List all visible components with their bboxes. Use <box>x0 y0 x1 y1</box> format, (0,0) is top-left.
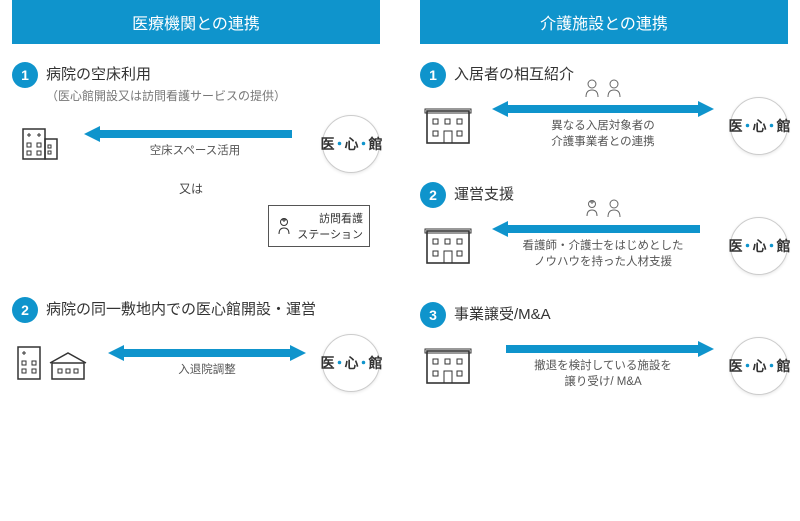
r-sec1-title: 入居者の相互紹介 <box>454 62 574 87</box>
rbadge-3: 3 <box>420 302 446 328</box>
left-header: 医療機関との連携 <box>12 0 380 44</box>
arrow-left-2 <box>108 346 306 360</box>
r-sec3-title: 事業譲受/M&A <box>454 302 551 327</box>
right-section-2: 2 運営支援 <box>420 182 788 274</box>
facility-icon-2 <box>420 218 476 274</box>
badge-2: 2 <box>12 297 38 323</box>
badge-1: 1 <box>12 62 38 88</box>
hospital-building-icon <box>12 335 92 391</box>
arrow-label-r2: 看護師・介護士をはじめとした ノウハウを持った人材支援 <box>484 238 722 270</box>
right-section-3: 3 事業譲受/M&A <box>420 302 788 394</box>
ishin-logo-r3: 医・心・館 <box>730 337 788 395</box>
facility-icon-3 <box>420 338 476 394</box>
left-section-2: 2 病院の同一敷地内での医心館開設・運営 <box>12 297 380 393</box>
left-sec2-title: 病院の同一敷地内での医心館開設・運営 <box>46 297 316 322</box>
arrow-label-r3: 撤退を検討している施設を 譲り受け/ M&A <box>484 358 722 390</box>
rbadge-2: 2 <box>420 182 446 208</box>
arrow-r3 <box>492 342 714 356</box>
arrow-label-r1: 異なる入居対象者の 介護事業者との連携 <box>484 118 722 150</box>
ishin-logo-2: 医・心・館 <box>322 334 380 392</box>
left-sec1-title: 病院の空床利用 <box>46 62 286 87</box>
arrow-r2 <box>492 222 714 236</box>
ishin-logo: 医・心・館 <box>322 115 380 173</box>
facility-icon-1 <box>420 98 476 154</box>
left-section-1: 1 病院の空床利用 （医心館開設又は訪問看護サービスの提供） <box>12 62 380 247</box>
arrow-left-1 <box>84 127 306 141</box>
station-box: 訪問看護 ステーション <box>268 205 370 247</box>
hospital-icon <box>12 116 68 172</box>
left-column: 医療機関との連携 1 病院の空床利用 （医心館開設又は訪問看護サービスの提供） <box>0 0 400 521</box>
right-header: 介護施設との連携 <box>420 0 788 44</box>
ishin-logo-r1: 医・心・館 <box>730 97 788 155</box>
arrow-r1 <box>492 102 714 116</box>
people-icons-2 <box>583 198 623 218</box>
right-column: 介護施設との連携 1 入居者の相互紹介 <box>400 0 800 521</box>
right-section-1: 1 入居者の相互紹介 <box>420 62 788 154</box>
r-sec2-title: 運営支援 <box>454 182 514 207</box>
left-sec1-sub: （医心館開設又は訪問看護サービスの提供） <box>46 87 286 104</box>
or-label: 又は <box>12 180 370 197</box>
arrow-label-l2: 入退院調整 <box>100 362 314 378</box>
ishin-logo-r2: 医・心・館 <box>730 217 788 275</box>
rbadge-1: 1 <box>420 62 446 88</box>
arrow-label-l1: 空床スペース活用 <box>76 143 314 159</box>
people-icons-1 <box>583 78 623 98</box>
